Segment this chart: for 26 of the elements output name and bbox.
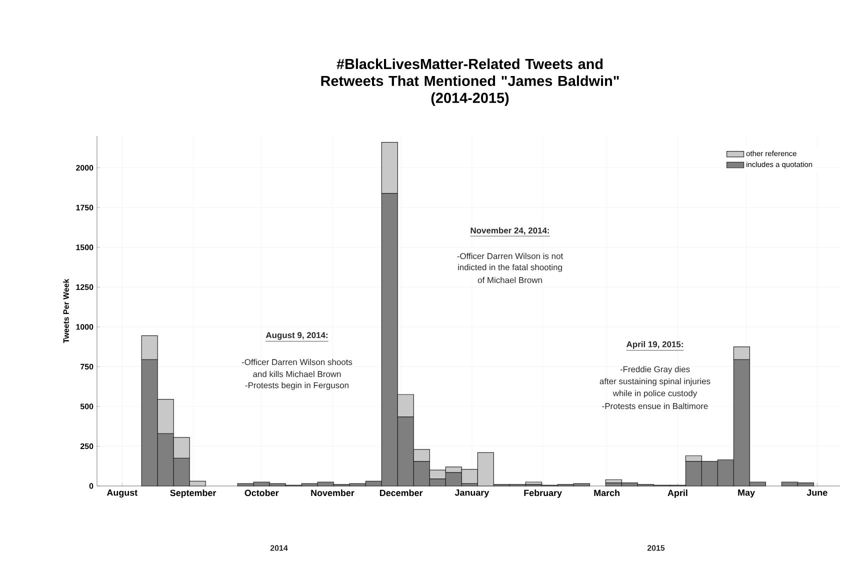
annotation: while in police custody <box>612 390 698 398</box>
x-tick-label: April <box>668 490 688 498</box>
x-tick-label: December <box>380 490 423 496</box>
annotation: after sustaining spinal injuries <box>600 378 710 386</box>
chart-subtitle: (2014-2015) <box>431 92 509 106</box>
annotation: November 24, 2014: <box>470 227 549 235</box>
annotation: -Officer Darren Wilson is not <box>457 252 564 260</box>
annotation: -Freddie Gray dies <box>620 366 690 374</box>
x-tick-label: May <box>738 490 755 498</box>
annotation: and kills Michael Brown <box>253 370 341 378</box>
x-tick-label: March <box>594 490 620 496</box>
x-tick-label: October <box>244 490 279 496</box>
x-tick-label: February <box>524 490 562 498</box>
x-tick-label: June <box>806 490 828 496</box>
x-tick-label: January <box>454 490 490 498</box>
x-tick-label: August <box>106 490 138 498</box>
annotation: -Officer Darren Wilson shoots <box>242 358 352 366</box>
annotation: August 9, 2014: <box>266 332 328 340</box>
annotation: -Protests begin in Ferguson <box>245 382 348 390</box>
x-tick-label: September <box>170 490 216 498</box>
chart-title: #BlackLivesMatter-Related Tweets and Retweets That Mentioned "James Baldwin" <box>321 58 619 86</box>
annotation: -Protests ensue in Baltimore <box>602 402 708 410</box>
annotation: indicted in the fatal shooting <box>458 264 562 272</box>
x-tick-label: November <box>311 490 354 496</box>
annotation: of Michael Brown <box>478 276 542 284</box>
annotation: April 19, 2015: <box>626 341 683 349</box>
